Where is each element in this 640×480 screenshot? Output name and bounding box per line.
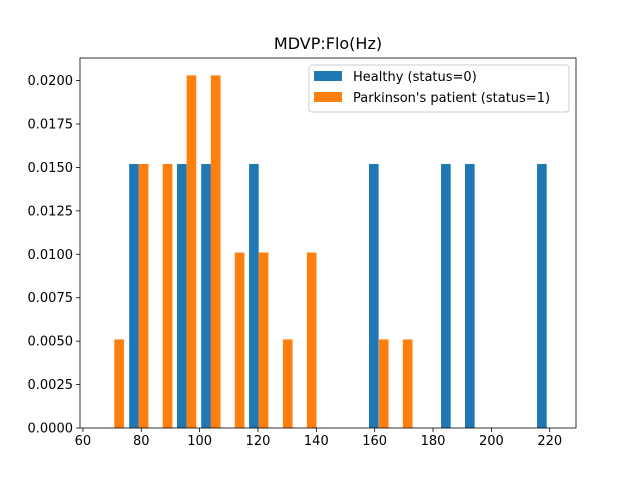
legend: Healthy (status=0) Parkinson's patient (s… [308, 64, 570, 113]
legend-label-0: Healthy (status=0) [353, 70, 477, 85]
bar-series-1-bin-0 [114, 339, 124, 428]
legend-box [308, 64, 570, 113]
bar-series-1-bin-1 [138, 163, 149, 428]
x-tick-label: 80 [133, 434, 150, 449]
plot-frame [79, 57, 577, 429]
y-tick-label: 0.0150 [28, 161, 74, 176]
x-tick-label: 200 [479, 434, 504, 449]
bar-series-1-bin-5 [234, 252, 245, 428]
bar-series-0-bin-2 [201, 163, 211, 428]
y-tick-label: 0.0075 [28, 291, 74, 306]
y-tick-label: 0.0000 [28, 422, 74, 437]
legend-swatch-1 [314, 92, 342, 102]
bar-series-0-bin-6 [464, 163, 475, 428]
bar-series-1-bin-4 [210, 75, 221, 429]
x-tick-label: 140 [304, 434, 329, 449]
x-tick-label: 100 [187, 434, 212, 449]
bar-series-0-bin-3 [249, 163, 259, 428]
legend-swatch-0 [314, 71, 342, 81]
bar-series-0-bin-7 [537, 163, 547, 428]
y-tick-label: 0.0050 [28, 335, 74, 350]
chart-title: MDVP:Flo(Hz) [274, 34, 382, 53]
x-tick-label: 160 [362, 434, 387, 449]
bar-series-1-bin-6 [258, 252, 269, 428]
y-tick-label: 0.0175 [28, 118, 74, 133]
bar-series-1-bin-9 [378, 339, 389, 428]
x-tick-label: 180 [421, 434, 446, 449]
y-tick-label: 0.0025 [28, 378, 74, 393]
x-tick-label: 60 [75, 434, 92, 449]
bars-layer [114, 75, 547, 429]
legend-label-1: Parkinson's patient (status=1) [353, 91, 550, 106]
bar-series-1-bin-10 [402, 339, 413, 428]
x-tick-label: 220 [537, 434, 562, 449]
bar-series-1-bin-8 [306, 252, 317, 428]
axes-layer: 60 80 100 120 140 160 180 200 220 0.0000 0.0025 0.0… [28, 57, 577, 449]
bar-series-1-bin-3 [186, 75, 197, 429]
bar-series-0-bin-4 [368, 163, 379, 428]
bar-series-0-bin-0 [129, 163, 139, 428]
bar-series-0-bin-1 [177, 163, 187, 428]
y-tick-label: 0.0200 [28, 74, 74, 89]
y-tick-label: 0.0125 [28, 204, 74, 219]
bar-series-0-bin-5 [441, 163, 451, 428]
x-tick-label: 120 [246, 434, 271, 449]
bar-series-1-bin-7 [282, 339, 293, 428]
bar-series-1-bin-2 [162, 163, 173, 428]
y-tick-label: 0.0100 [28, 248, 74, 263]
